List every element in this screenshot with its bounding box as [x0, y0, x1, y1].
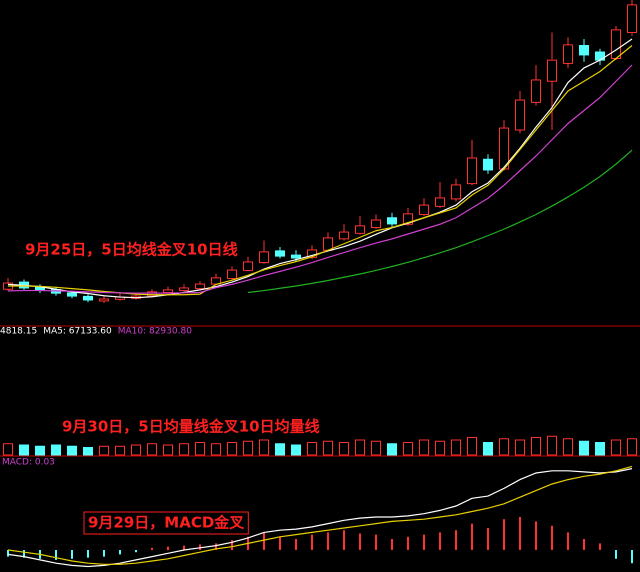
- volume-bar: [211, 443, 221, 456]
- volume-bar: [323, 440, 333, 456]
- ma-line: [247, 149, 633, 294]
- candle-body: [451, 184, 461, 200]
- candle-body: [531, 79, 541, 103]
- candle-body: [419, 204, 429, 215]
- volume-label: 4818.15: [0, 327, 37, 337]
- candle-body: [515, 99, 525, 131]
- annotation: 9月30日，5日均量线金叉10日均量线: [62, 418, 320, 436]
- volume-bar: [515, 439, 525, 456]
- volume-bar: [3, 443, 13, 456]
- volume-bar: [435, 440, 445, 456]
- candle-body: [243, 261, 253, 271]
- volume-bar: [115, 445, 125, 456]
- candle-body: [163, 289, 173, 293]
- candle-body: [467, 157, 477, 185]
- candle-body: [483, 158, 493, 171]
- candle-body: [179, 287, 189, 292]
- candle-body: [595, 51, 605, 61]
- volume-bar: [595, 442, 605, 456]
- volume-bar: [67, 445, 77, 456]
- candle-body: [355, 225, 365, 234]
- volume-bar: [179, 443, 189, 456]
- candle-body: [611, 29, 621, 59]
- ma-line: [7, 64, 633, 294]
- candle-body: [563, 44, 573, 64]
- volume-bar: [611, 439, 621, 456]
- candle-body: [579, 45, 589, 56]
- volume-bar: [195, 442, 205, 456]
- volume-bar: [403, 442, 413, 456]
- volume-bar: [35, 445, 45, 456]
- candle-body: [83, 295, 93, 301]
- candle-body: [387, 217, 397, 225]
- annotation: 9月25日，5日均线金叉10日线: [25, 241, 238, 259]
- volume-bar: [339, 442, 349, 456]
- volume-bar: [355, 439, 365, 456]
- volume-bar: [419, 439, 429, 456]
- candle-body: [99, 298, 109, 302]
- volume-bar: [531, 437, 541, 456]
- candle-body: [259, 251, 269, 264]
- candle-body: [547, 59, 557, 82]
- volume-label: MA5: 67133.60: [43, 327, 112, 337]
- candle-body: [435, 197, 445, 207]
- volume-bar: [291, 444, 301, 456]
- volume-bar: [483, 442, 493, 456]
- volume-bar: [163, 444, 173, 456]
- volume-bar: [307, 442, 317, 456]
- volume-bar: [499, 438, 509, 456]
- candle-body: [195, 283, 205, 290]
- volume-bar: [227, 442, 237, 456]
- volume-bar: [467, 437, 477, 456]
- candle-body: [275, 250, 285, 257]
- volume-bar: [131, 444, 141, 456]
- volume-bar: [19, 444, 29, 456]
- volume-bar: [627, 438, 637, 456]
- volume-bar: [451, 439, 461, 456]
- candle-body: [227, 269, 237, 280]
- volume-bar: [579, 440, 589, 456]
- volume-bar: [147, 443, 157, 456]
- candle-body: [67, 292, 77, 297]
- volume-label: MA10: 82930.80: [118, 327, 192, 337]
- volume-bar: [259, 439, 269, 456]
- volume-bar: [275, 443, 285, 456]
- candle-body: [403, 213, 413, 225]
- candle-body: [339, 231, 349, 240]
- annotation-box: [83, 511, 249, 535]
- candle-body: [371, 219, 381, 228]
- candle-body: [35, 286, 45, 291]
- volume-bar: [99, 445, 109, 456]
- candle-body: [147, 291, 157, 297]
- macd-label: MACD: 0.03: [2, 458, 55, 468]
- volume-bar: [547, 435, 557, 456]
- candle-body: [291, 254, 301, 259]
- ma-line: [7, 465, 633, 565]
- volume-bar: [563, 438, 573, 456]
- volume-bar: [371, 440, 381, 456]
- volume-bar: [83, 447, 93, 456]
- volume-bar: [387, 443, 397, 456]
- volume-bar: [243, 440, 253, 456]
- volume-bar: [51, 444, 61, 456]
- candle-body: [627, 4, 637, 33]
- annotation: 9月29日，MACD金叉: [88, 514, 245, 532]
